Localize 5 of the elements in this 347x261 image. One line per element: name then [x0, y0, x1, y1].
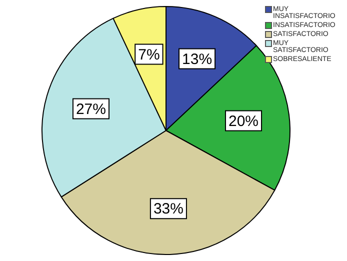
data-label: 20%: [228, 112, 259, 130]
data-label: 13%: [182, 50, 212, 68]
data-label: 33%: [153, 200, 184, 218]
data-label: 7%: [138, 46, 160, 64]
data-label: 27%: [76, 100, 106, 118]
